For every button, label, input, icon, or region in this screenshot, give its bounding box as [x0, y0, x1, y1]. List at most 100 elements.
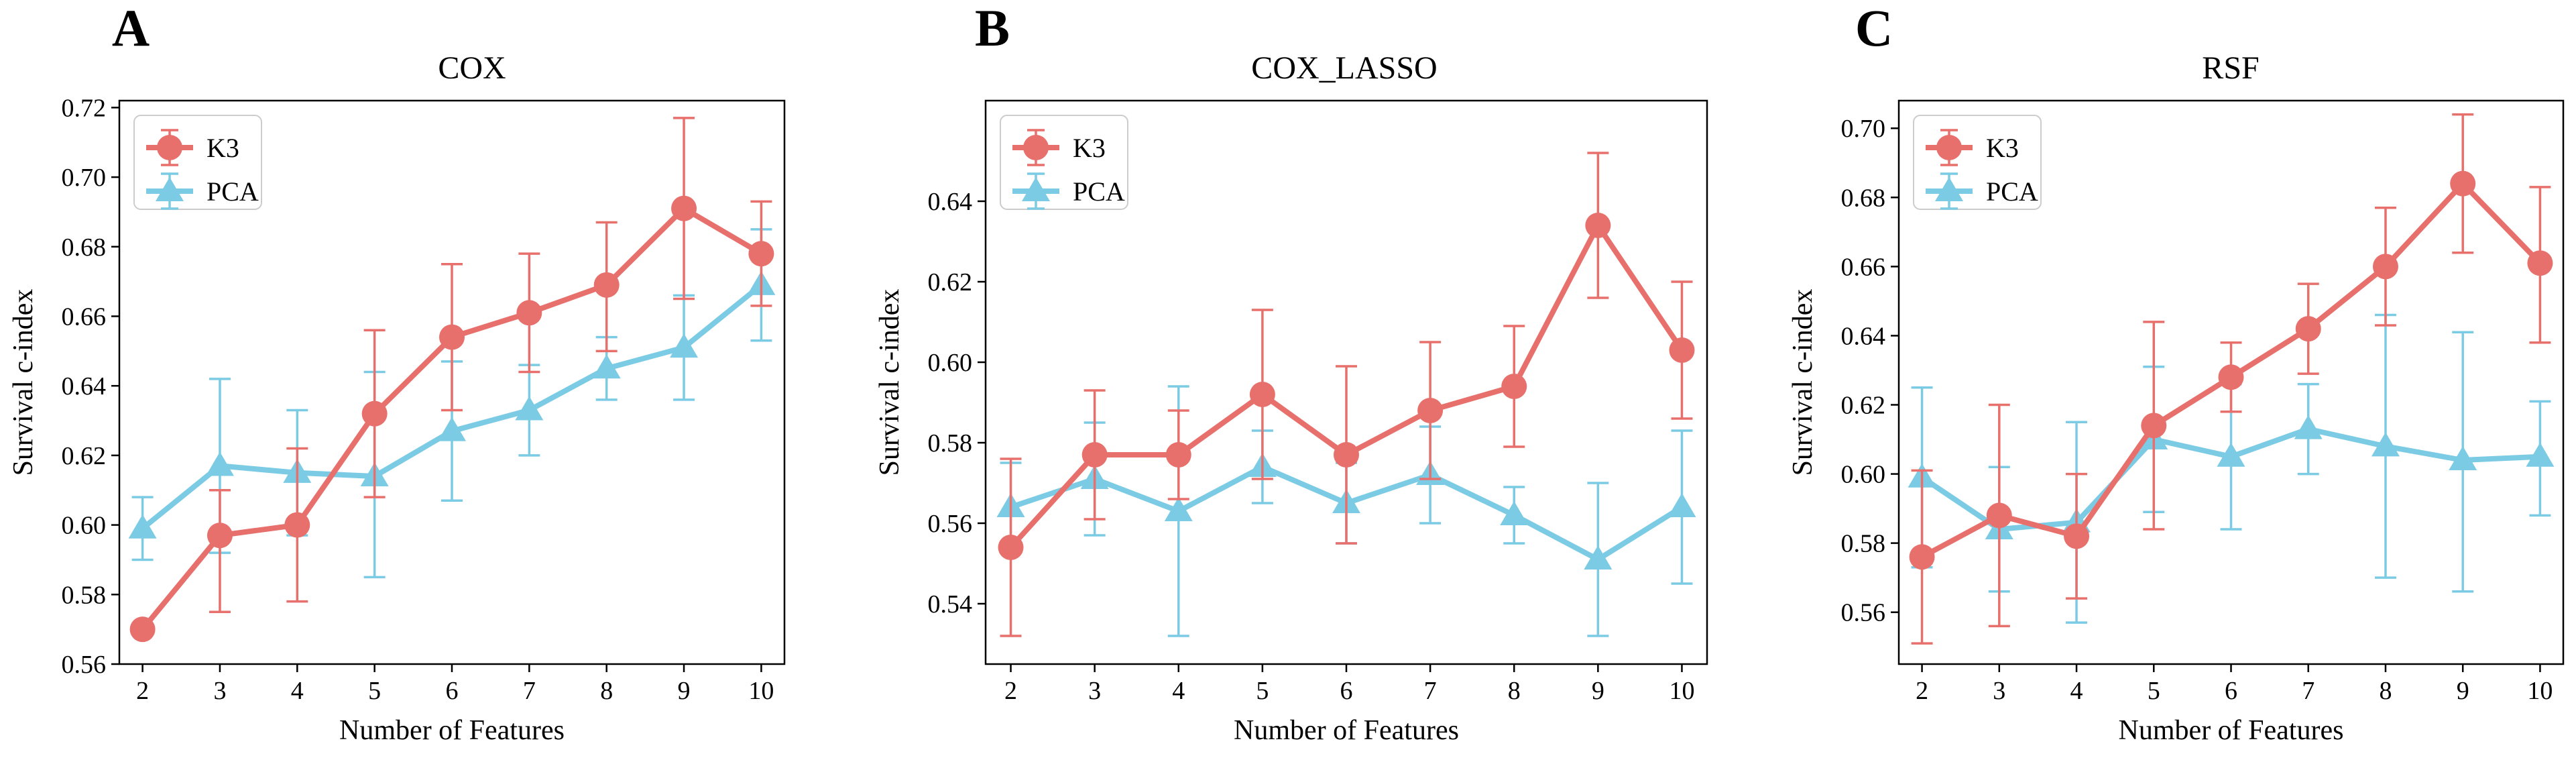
x-tick-label: 6 — [446, 677, 459, 705]
x-tick-label: 10 — [1669, 677, 1694, 705]
data-point — [1986, 502, 2012, 529]
data-point — [516, 300, 542, 326]
panel-b: B COX_LASSO 2 3 4 5 6 7 8 9 10 0.54 0.56 0.58 0.60 0.62… — [874, 0, 1708, 746]
data-point — [998, 535, 1024, 560]
x-tick-label: 6 — [2225, 677, 2237, 705]
series-k3 — [129, 117, 774, 643]
y-tick-label: 0.58 — [62, 581, 107, 609]
x-tick-label: 9 — [2457, 677, 2469, 705]
x-tick-label: 8 — [600, 677, 613, 705]
data-point — [2217, 442, 2245, 467]
data-point — [1501, 374, 1527, 399]
y-tick-label: 0.56 — [62, 651, 107, 679]
data-point — [439, 324, 465, 350]
legend-label: K3 — [1986, 133, 2019, 163]
legend-marker — [1022, 177, 1050, 201]
data-point — [592, 354, 621, 379]
x-tick-label: 7 — [2302, 677, 2315, 705]
x-tick-label: 10 — [748, 677, 774, 705]
data-point — [2450, 170, 2476, 197]
legend-label: PCA — [1073, 176, 1125, 207]
legend-label: PCA — [1986, 176, 2038, 207]
data-point — [1500, 501, 1529, 525]
legend-marker — [1935, 177, 1963, 201]
x-tick-label: 7 — [1424, 677, 1437, 705]
data-point — [2294, 415, 2323, 439]
data-point — [1909, 544, 1935, 570]
data-point — [748, 241, 774, 267]
x-tick-label: 4 — [291, 677, 304, 705]
data-point — [2526, 442, 2555, 467]
y-tick-label: 0.68 — [1841, 184, 1886, 212]
x-tick-label: 3 — [213, 677, 226, 705]
legend: K3 PCA — [1000, 115, 1128, 210]
data-point — [1334, 442, 1359, 468]
panel-a: A COX 2 3 4 5 6 7 8 9 10 0.56 0.58 0.60 0.62 0.64 0.66 0.… — [8, 0, 786, 746]
legend: K3 PCA — [1913, 115, 2042, 210]
data-point — [593, 272, 620, 298]
x-tick-label: 2 — [1916, 677, 1928, 705]
chart-title: COX_LASSO — [1251, 50, 1437, 86]
data-point — [1164, 497, 1193, 521]
series-k3 — [998, 152, 1695, 637]
x-tick-label: 6 — [1340, 677, 1353, 705]
x-tick-label: 4 — [2070, 677, 2083, 705]
plot-frame — [118, 99, 786, 665]
y-tick-label: 0.68 — [62, 233, 107, 262]
panel-letter: B — [975, 0, 1010, 57]
y-tick-label: 0.66 — [62, 303, 107, 331]
x-tick-label: 5 — [368, 677, 381, 705]
panel-letter: C — [1855, 0, 1893, 57]
data-point — [671, 195, 697, 221]
y-tick-label: 0.60 — [1841, 461, 1886, 489]
data-point — [361, 400, 388, 427]
x-tick-label: 9 — [1592, 677, 1604, 705]
x-tick-label: 3 — [1993, 677, 2005, 705]
x-tick-label: 2 — [136, 677, 149, 705]
data-point — [284, 512, 310, 538]
data-point — [2371, 432, 2400, 457]
x-tick-label: 5 — [1256, 677, 1269, 705]
y-tick-label: 0.58 — [1841, 530, 1886, 558]
legend-label: PCA — [207, 176, 259, 207]
y-tick-label: 0.70 — [1841, 115, 1886, 143]
data-point — [1165, 442, 1191, 468]
y-tick-label: 0.72 — [62, 94, 107, 122]
x-axis-label: Number of Features — [339, 715, 565, 746]
data-point — [205, 451, 234, 476]
y-tick-label: 0.64 — [1841, 322, 1886, 350]
panel-c: C RSF 2 3 4 5 6 7 8 9 10 0.56 0.58 0.60 0.62 0.64 0.66 0.… — [1788, 0, 2565, 746]
plot-frame — [984, 99, 1708, 665]
data-point — [1584, 545, 1613, 570]
data-point — [2064, 523, 2090, 549]
y-tick-label: 0.62 — [1841, 391, 1886, 419]
data-point — [515, 396, 544, 421]
data-point — [128, 514, 157, 539]
data-point — [1667, 493, 1696, 517]
data-point — [1249, 382, 1275, 407]
data-point — [438, 417, 466, 441]
x-tick-label: 8 — [2379, 677, 2392, 705]
data-point — [1669, 337, 1695, 363]
data-point — [129, 616, 156, 643]
y-tick-label: 0.70 — [62, 164, 107, 192]
legend-marker — [1023, 135, 1049, 160]
data-point — [2527, 250, 2553, 276]
legend-label: K3 — [1073, 133, 1106, 163]
legend-label: K3 — [207, 133, 239, 163]
x-tick-label: 5 — [2148, 677, 2160, 705]
series-k3 — [1909, 113, 2553, 645]
legend-marker — [156, 177, 184, 201]
y-tick-label: 0.58 — [928, 429, 973, 457]
data-point — [2218, 364, 2244, 390]
data-point — [2449, 445, 2477, 470]
x-tick-label: 2 — [1004, 677, 1017, 705]
data-point — [1081, 442, 1108, 468]
legend-marker — [1936, 135, 1962, 160]
y-axis-label: Survival c-index — [874, 289, 905, 476]
data-point — [2141, 413, 2167, 439]
y-axis-label: Survival c-index — [1788, 289, 1818, 476]
x-tick-label: 4 — [1172, 677, 1185, 705]
legend-marker — [157, 135, 182, 160]
y-tick-label: 0.62 — [928, 268, 973, 296]
